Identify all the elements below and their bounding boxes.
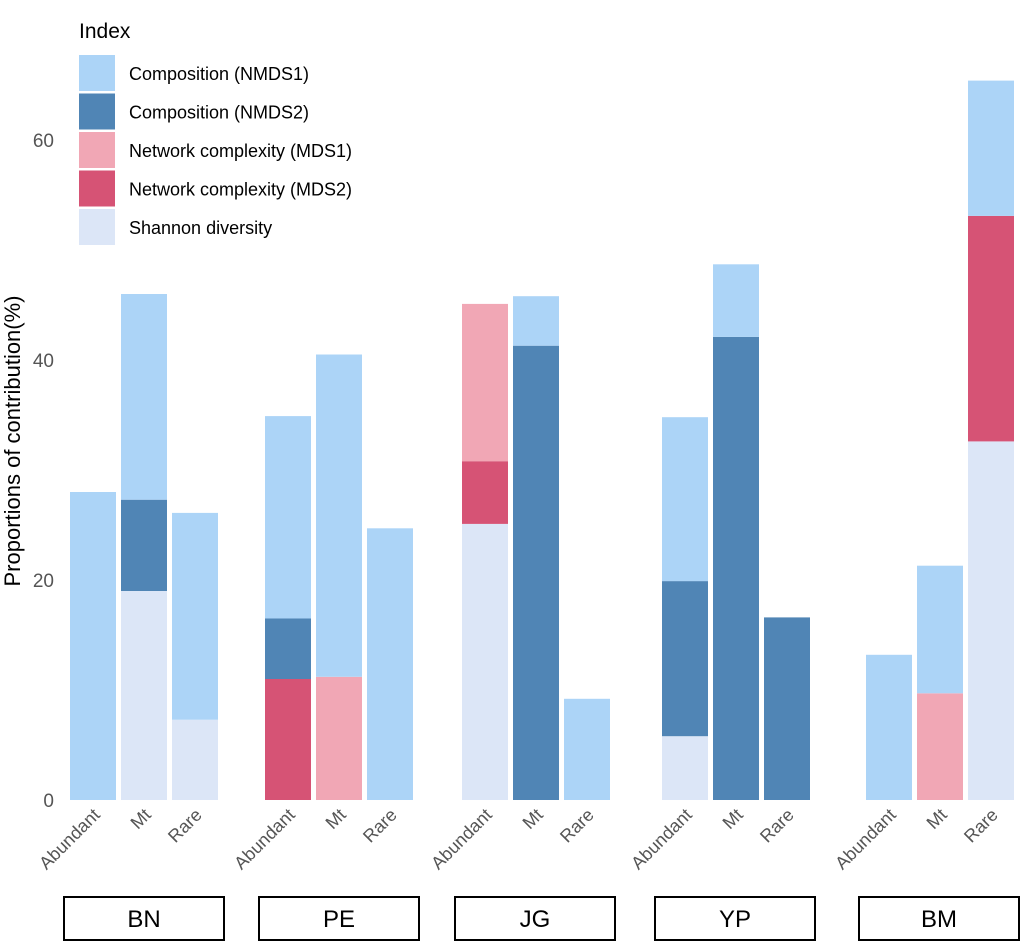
- x-tick-label: Mt: [519, 805, 547, 833]
- legend: Index Composition (NMDS1) Composition (NM…: [79, 20, 352, 245]
- x-tick-label: Abundant: [230, 805, 299, 874]
- bar-yp-rare-nmds2: [764, 617, 810, 800]
- bar-pe-mt-nmds1: [316, 354, 362, 677]
- legend-swatch-nmds1: [79, 55, 115, 91]
- legend-swatch-mds2: [79, 170, 115, 207]
- facet-label-jg: JG: [520, 906, 551, 933]
- legend-label-shannon: Shannon diversity: [129, 218, 272, 238]
- x-tick-label: Abundant: [427, 805, 496, 874]
- legend-label-nmds2: Composition (NMDS2): [129, 103, 309, 123]
- legend-title: Index: [79, 20, 131, 43]
- x-tick-label: Mt: [719, 805, 747, 833]
- facet-box-bm: [858, 896, 1020, 941]
- x-tick-label: Mt: [923, 805, 951, 833]
- bar-jg-mt-nmds1: [513, 296, 559, 346]
- bar-pe-abundant-mds2: [265, 679, 311, 800]
- bar-bm-rare-shannon: [968, 441, 1014, 800]
- x-tick-label: Abundant: [831, 805, 900, 874]
- bar-yp-abundant-nmds2: [662, 581, 708, 737]
- bar-bn-abundant-nmds1: [70, 492, 116, 800]
- group-bm: [866, 80, 1014, 800]
- bar-bn-rare-nmds1: [172, 512, 218, 720]
- bar-jg-abundant-shannon: [462, 523, 508, 800]
- bar-jg-mt-nmds2: [513, 345, 559, 800]
- facet-box-pe: [258, 896, 420, 941]
- facet-labels: BN PE JG YP BM: [63, 896, 1020, 941]
- bar-bm-abundant-nmds1: [866, 654, 912, 800]
- facet-box-yp: [654, 896, 816, 941]
- bar-pe-abundant-nmds1: [265, 416, 311, 619]
- facet-label-bm: BM: [921, 906, 957, 933]
- y-axis: 0 20 40 60: [33, 131, 54, 812]
- x-tick-label: Mt: [322, 805, 350, 833]
- bar-pe-mt-mds1: [316, 676, 362, 800]
- facet-box-jg: [454, 896, 616, 941]
- bar-yp-abundant-shannon: [662, 736, 708, 800]
- facet-label-yp: YP: [719, 906, 751, 933]
- facet-label-bn: BN: [127, 906, 160, 933]
- group-yp: [662, 264, 810, 800]
- bar-bn-mt-shannon: [121, 591, 167, 800]
- legend-label-mds2: Network complexity (MDS2): [129, 180, 352, 200]
- bar-bn-rare-shannon: [172, 719, 218, 800]
- bar-jg-rare-nmds1: [564, 698, 610, 800]
- facet-label-pe: PE: [323, 906, 355, 933]
- x-tick-label: Rare: [960, 805, 1002, 847]
- bar-bm-mt-mds1: [917, 693, 963, 800]
- group-bn: [70, 294, 218, 800]
- y-axis-label: Proportions of contribution(%): [0, 295, 25, 586]
- x-tick-label: Abundant: [627, 805, 696, 874]
- bar-yp-mt-nmds1: [713, 264, 759, 337]
- x-tick-label: Abundant: [35, 805, 104, 874]
- x-axis: Abundant Mt Rare Abundant Mt Rare Abundant Mt Ra…: [35, 805, 1002, 874]
- legend-swatch-nmds2: [79, 93, 115, 130]
- legend-label-mds1: Network complexity (MDS1): [129, 141, 352, 161]
- bar-bn-mt-nmds1: [121, 294, 167, 500]
- bar-bm-mt-nmds1: [917, 565, 963, 694]
- group-jg: [462, 296, 610, 800]
- legend-label-nmds1: Composition (NMDS1): [129, 64, 309, 84]
- bar-yp-mt-nmds2: [713, 336, 759, 800]
- y-tick-label: 0: [43, 791, 54, 812]
- legend-swatch-shannon: [79, 209, 115, 245]
- x-tick-label: Mt: [127, 805, 155, 833]
- bar-yp-abundant-nmds1: [662, 417, 708, 582]
- bar-bm-rare-mds2: [968, 215, 1014, 442]
- legend-swatch-mds1: [79, 132, 115, 168]
- bar-jg-abundant-mds1: [462, 303, 508, 462]
- bar-bn-mt-nmds2: [121, 499, 167, 591]
- x-tick-label: Rare: [164, 805, 206, 847]
- y-tick-label: 20: [33, 571, 54, 592]
- group-pe: [265, 354, 413, 800]
- y-tick-label: 60: [33, 131, 54, 152]
- bar-pe-abundant-nmds2: [265, 618, 311, 679]
- facet-box-bn: [63, 896, 225, 941]
- bar-jg-abundant-mds2: [462, 461, 508, 524]
- x-tick-label: Rare: [359, 805, 401, 847]
- x-tick-label: Rare: [756, 805, 798, 847]
- bars-layer: [70, 80, 1014, 800]
- x-tick-label: Rare: [556, 805, 598, 847]
- bar-bm-rare-nmds1: [968, 80, 1014, 216]
- bar-pe-rare-nmds1: [367, 528, 413, 800]
- y-tick-label: 40: [33, 351, 54, 372]
